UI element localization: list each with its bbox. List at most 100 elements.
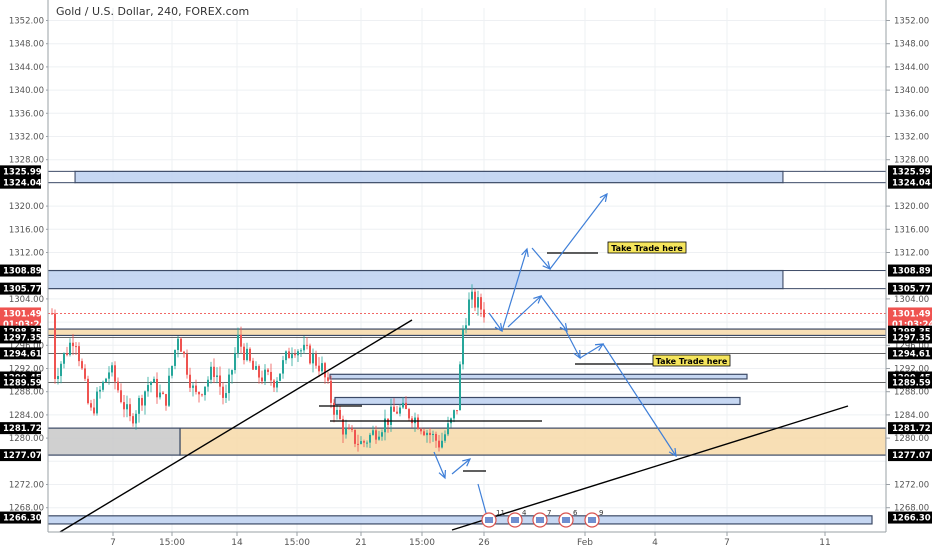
candle-body bbox=[333, 402, 335, 415]
candle-body bbox=[279, 373, 281, 381]
zone-extension bbox=[782, 270, 887, 290]
y-tick-label-left: 1312.00 bbox=[9, 249, 44, 259]
candle-body bbox=[321, 363, 323, 372]
candle-body bbox=[225, 393, 227, 398]
y-tick-label-right: 1272.00 bbox=[894, 481, 929, 491]
candles bbox=[51, 284, 485, 452]
trendline bbox=[59, 319, 413, 533]
candle-body bbox=[291, 354, 293, 359]
price-badge-right bbox=[888, 376, 932, 389]
price-badge-right bbox=[888, 264, 932, 277]
price-badge-label-right: 1301.49 bbox=[892, 309, 931, 319]
candle-body bbox=[390, 406, 392, 425]
candle-body bbox=[198, 392, 200, 395]
candle-body bbox=[150, 382, 152, 385]
candle-body bbox=[426, 432, 428, 436]
candle-body bbox=[171, 365, 173, 376]
price-badge-right bbox=[888, 176, 932, 189]
candle-body bbox=[381, 432, 383, 437]
candle-body bbox=[459, 364, 461, 411]
candle-body bbox=[60, 363, 62, 377]
candle-body bbox=[99, 389, 101, 392]
x-tick-label: 15:00 bbox=[284, 538, 310, 548]
candle-body bbox=[102, 381, 104, 390]
price-badge-label-right: 1325.99 bbox=[892, 167, 931, 177]
candle-body bbox=[288, 351, 290, 359]
price-badge-label-right: 1297.35 bbox=[892, 333, 931, 343]
candle-body bbox=[300, 350, 302, 352]
candle-body bbox=[285, 351, 287, 361]
y-tick-label-right: 1304.00 bbox=[894, 295, 929, 305]
candle-body bbox=[114, 365, 116, 382]
y-tick-label-right: 1316.00 bbox=[894, 225, 929, 235]
candle-body bbox=[393, 406, 395, 412]
x-tick-label: 7 bbox=[724, 538, 730, 548]
price-badge-left bbox=[0, 422, 41, 435]
event-count: 6 bbox=[573, 509, 578, 517]
candle-body bbox=[75, 346, 77, 348]
candle-body bbox=[483, 309, 485, 318]
y-tick-label-right: 1284.00 bbox=[894, 411, 929, 421]
candle-body bbox=[276, 380, 278, 388]
candle-body bbox=[309, 345, 311, 364]
candle-body bbox=[372, 430, 374, 435]
projection-arrow bbox=[531, 247, 551, 270]
candle-body bbox=[117, 381, 119, 391]
candle-body bbox=[183, 351, 185, 354]
candle-body bbox=[129, 404, 131, 417]
candle-body bbox=[141, 398, 143, 406]
candle-body bbox=[189, 374, 191, 388]
candle-body bbox=[231, 370, 233, 375]
projection-arrow bbox=[501, 248, 528, 332]
candle-body bbox=[135, 413, 137, 424]
candle-body bbox=[351, 428, 353, 430]
supply-zone bbox=[334, 396, 741, 406]
y-tick-label-right: 1280.00 bbox=[894, 434, 929, 444]
candle-body bbox=[468, 299, 470, 326]
price-badge-label-right: 1277.07 bbox=[892, 451, 931, 461]
chart-title: Gold / U.S. Dollar, 240, FOREX.com bbox=[56, 5, 249, 18]
price-badge-label-left: 1281.72 bbox=[3, 424, 42, 434]
annotation-box bbox=[607, 241, 687, 254]
y-tick-label-right: 1288.00 bbox=[894, 388, 929, 398]
price-badge-left bbox=[0, 165, 41, 178]
candle-body bbox=[108, 372, 110, 379]
candle-body bbox=[465, 325, 467, 330]
event-flag bbox=[536, 517, 544, 523]
candle-body bbox=[387, 418, 389, 425]
candle-body bbox=[165, 394, 167, 406]
projection-arrowhead bbox=[668, 447, 677, 458]
projection-arrow bbox=[451, 458, 471, 475]
price-badge-label-left: 1277.07 bbox=[3, 451, 42, 461]
candle-body bbox=[57, 376, 59, 380]
candle-body bbox=[396, 411, 398, 414]
projection-arrow bbox=[488, 312, 503, 332]
event-flag bbox=[511, 517, 519, 523]
y-tick-label-left: 1296.00 bbox=[9, 341, 44, 351]
candle-body bbox=[111, 365, 113, 373]
y-tick-label-right: 1344.00 bbox=[894, 63, 929, 73]
candle-body bbox=[174, 349, 176, 366]
candle-body bbox=[255, 366, 257, 370]
candle-body bbox=[195, 385, 197, 393]
candle-body bbox=[447, 423, 449, 435]
candle-body bbox=[297, 351, 299, 356]
x-tick-label: 11 bbox=[819, 538, 830, 548]
y-tick-label-right: 1340.00 bbox=[894, 86, 929, 96]
price-badge-left bbox=[0, 307, 41, 320]
candle-body bbox=[168, 375, 170, 406]
y-tick-label-left: 1332.00 bbox=[9, 133, 44, 143]
zone-extension bbox=[47, 170, 76, 184]
projection-arrow bbox=[540, 295, 568, 332]
candle-body bbox=[159, 392, 161, 398]
annotation-label: Take Trade here bbox=[656, 357, 728, 366]
candle-body bbox=[207, 379, 209, 387]
candle-body bbox=[261, 377, 263, 382]
zones bbox=[0, 170, 887, 525]
candle-body bbox=[78, 346, 80, 362]
event-count: 4 bbox=[522, 509, 527, 517]
candle-body bbox=[462, 329, 464, 365]
projection-arrowhead bbox=[521, 247, 529, 257]
